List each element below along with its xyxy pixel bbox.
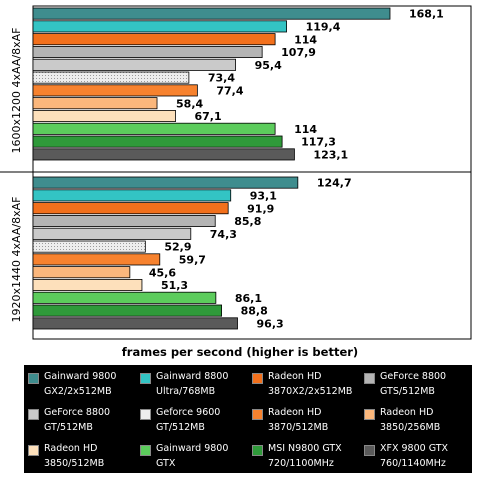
bar <box>32 291 217 304</box>
data-label: 107,9 <box>281 46 316 59</box>
legend-swatch <box>28 373 39 384</box>
legend-label: Radeon HD 3850/256MB <box>380 407 441 433</box>
bar <box>32 317 238 330</box>
legend-swatch <box>252 445 263 456</box>
data-label: 124,7 <box>317 177 352 190</box>
legend-swatch <box>252 373 263 384</box>
bar <box>32 122 276 135</box>
bar <box>32 148 295 161</box>
legend-item: GeForce 8800 GTS/512MB <box>360 365 472 399</box>
legend-swatch <box>140 445 151 456</box>
data-label: 95,4 <box>255 59 282 72</box>
legend: Gainward 9800 GX2/2x512MB Gainward 8800 U… <box>24 365 472 484</box>
data-label: 114 <box>294 123 317 136</box>
bar <box>32 84 198 97</box>
bar <box>32 97 158 110</box>
legend-swatch <box>140 409 151 420</box>
data-label: 59,7 <box>179 254 206 267</box>
data-label: 77,4 <box>216 85 243 98</box>
legend-label: Gainward 9800 GX2/2x512MB <box>44 371 117 397</box>
data-label: 91,9 <box>247 202 274 215</box>
data-label: 51,3 <box>161 279 188 292</box>
data-label: 114 <box>294 33 317 46</box>
bar <box>32 176 299 189</box>
data-label: 73,4 <box>208 72 235 85</box>
bar <box>32 304 222 317</box>
legend-item: XFX 9800 GTX 760/1140MHz <box>360 437 472 471</box>
group-label: 1920x1440 4xAA/8xAF <box>10 197 23 323</box>
legend-label: Radeon HD 3870/512MB <box>268 407 329 433</box>
data-label: 85,8 <box>234 215 261 228</box>
legend-item: Radeon HD 3850/256MB <box>360 401 472 435</box>
data-label: 123,1 <box>313 149 348 162</box>
legend-label: Geforce 9600 GT/512MB <box>156 407 221 433</box>
x-axis-label: frames per second (higher is better) <box>122 345 358 359</box>
bar <box>32 110 176 123</box>
data-label: 45,6 <box>149 266 176 279</box>
plot-area: 1600x1200 4xAA/8xAF168,1119,4114107,995,… <box>0 5 472 340</box>
legend-label: GeForce 8800 GT/512MB <box>44 407 111 433</box>
data-label: 168,1 <box>409 8 444 21</box>
legend-label: Gainward 8800 Ultra/768MB <box>156 371 229 397</box>
bar <box>32 7 391 20</box>
legend-item: Radeon HD 3850/512MB <box>24 437 136 471</box>
data-label: 52,9 <box>164 241 191 254</box>
legend-item: MSI N9800 GTX 720/1100MHz <box>248 437 360 471</box>
data-label: 67,1 <box>195 110 222 123</box>
bar <box>32 33 276 46</box>
legend-label: MSI N9800 GTX 720/1100MHz <box>268 443 342 469</box>
bar <box>32 227 192 240</box>
data-label: 88,8 <box>241 305 268 318</box>
data-label: 58,4 <box>176 97 203 110</box>
legend-swatch <box>364 445 375 456</box>
legend-swatch <box>28 445 39 456</box>
data-label: 93,1 <box>250 190 277 203</box>
bar <box>32 46 263 59</box>
legend-item: Radeon HD 3870/512MB <box>248 401 360 435</box>
data-label: 117,3 <box>301 136 336 149</box>
bar <box>32 214 216 227</box>
legend-item: Geforce 9600 GT/512MB <box>136 401 248 435</box>
bar <box>32 240 146 253</box>
bar <box>32 189 232 202</box>
legend-item: Gainward 9800 GTX 675/1100MHz <box>136 437 248 484</box>
bar <box>32 58 237 71</box>
group-label: 1600x1200 4xAA/8xAF <box>10 28 23 154</box>
data-label: 96,3 <box>257 318 284 331</box>
data-label: 74,3 <box>210 228 237 241</box>
legend-swatch <box>252 409 263 420</box>
bar <box>32 202 229 215</box>
legend-label: Gainward 9800 GTX 675/1100MHz <box>156 443 229 484</box>
legend-item: Gainward 9800 GX2/2x512MB <box>24 365 136 399</box>
legend-label: XFX 9800 GTX 760/1140MHz <box>380 443 449 469</box>
bar <box>32 135 283 148</box>
legend-item: Radeon HD 3870X2/2x512MB <box>248 365 360 399</box>
bar <box>32 20 287 33</box>
data-label: 86,1 <box>235 292 262 305</box>
bar <box>32 253 161 266</box>
legend-swatch <box>28 409 39 420</box>
legend-swatch <box>364 373 375 384</box>
legend-item: GeForce 8800 GT/512MB <box>24 401 136 435</box>
legend-label: GeForce 8800 GTS/512MB <box>380 371 447 397</box>
legend-label: Radeon HD 3870X2/2x512MB <box>268 371 353 397</box>
bar <box>32 71 190 84</box>
bar <box>32 266 131 279</box>
bar <box>32 278 143 291</box>
bar-chart: 1600x1200 4xAA/8xAF168,1119,4114107,995,… <box>0 5 472 359</box>
legend-item: Gainward 8800 Ultra/768MB <box>136 365 248 399</box>
legend-swatch <box>364 409 375 420</box>
legend-label: Radeon HD 3850/512MB <box>44 443 105 469</box>
legend-swatch <box>140 373 151 384</box>
data-label: 119,4 <box>306 21 341 34</box>
